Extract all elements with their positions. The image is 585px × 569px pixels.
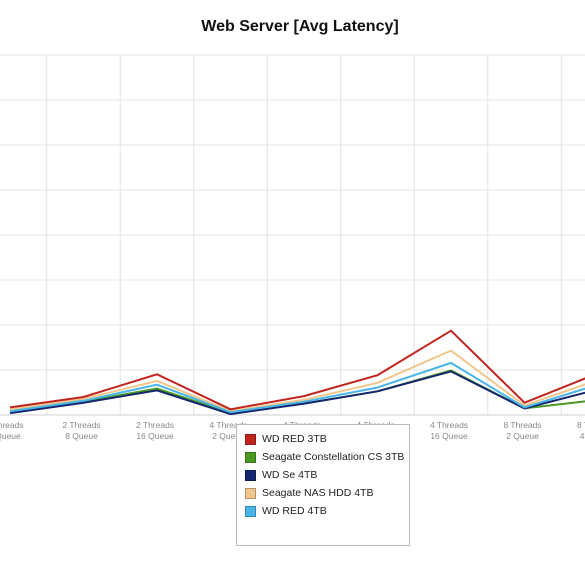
legend-swatch bbox=[245, 433, 256, 445]
x-tick-label-line1: 2 Threads bbox=[136, 420, 174, 430]
legend-label: Seagate Constellation CS 3TB bbox=[262, 451, 405, 463]
legend-item: WD Se 4TB bbox=[237, 466, 409, 484]
legend-swatch bbox=[245, 469, 256, 481]
x-tick-label-line1: Threads bbox=[0, 420, 24, 430]
legend-label: WD Se 4TB bbox=[262, 469, 318, 481]
x-tick-label-line2: Queue bbox=[0, 431, 21, 441]
legend-swatch bbox=[245, 505, 256, 517]
series-line-seagate-nas-hdd-4tb bbox=[9, 349, 585, 413]
series-line-wd-se-4tb bbox=[9, 370, 585, 416]
chart-legend: WD RED 3TB Seagate Constellation CS 3TB WD… bbox=[236, 424, 410, 546]
legend-item: Seagate NAS HDD 4TB bbox=[237, 484, 409, 502]
legend-item: WD RED 4TB bbox=[237, 502, 409, 520]
x-tick-label-line1: 4 Threads bbox=[430, 420, 468, 430]
chart-series bbox=[9, 329, 585, 416]
series-line-wd-red-4tb bbox=[9, 361, 585, 414]
legend-label: WD RED 3TB bbox=[262, 433, 327, 445]
x-tick-label-line2: 8 Queue bbox=[65, 431, 98, 441]
x-tick-label-line1: 8 Threads bbox=[577, 420, 585, 430]
x-tick-label-line2: 16 Queue bbox=[430, 431, 468, 441]
legend-label: WD RED 4TB bbox=[262, 505, 327, 517]
x-tick-label-line1: 2 Threads bbox=[62, 420, 100, 430]
legend-item: WD RED 3TB bbox=[237, 430, 409, 448]
x-tick-label: 8 Threads4 Queue bbox=[577, 420, 585, 441]
x-tick-label-line2: 2 Queue bbox=[212, 431, 245, 441]
legend-label: Seagate NAS HDD 4TB bbox=[262, 487, 374, 499]
chart-grid bbox=[0, 54, 585, 416]
x-tick-label-line2: 16 Queue bbox=[136, 431, 174, 441]
legend-swatch bbox=[245, 451, 256, 463]
x-tick-label-line2: 2 Queue bbox=[506, 431, 539, 441]
x-tick-label-line1: 4 Threads bbox=[209, 420, 247, 430]
series-line-wd-red-3tb bbox=[9, 329, 585, 411]
x-tick-label: ThreadsQueue bbox=[0, 420, 24, 441]
x-tick-label-line1: 8 Threads bbox=[503, 420, 541, 430]
legend-item: Seagate Constellation CS 3TB bbox=[237, 448, 409, 466]
chart-title: Web Server [Avg Latency] bbox=[201, 18, 399, 35]
series-line-seagate-constellation-cs-3tb bbox=[9, 369, 585, 415]
x-tick-label-line2: 4 Queue bbox=[580, 431, 585, 441]
legend-swatch bbox=[245, 487, 256, 499]
